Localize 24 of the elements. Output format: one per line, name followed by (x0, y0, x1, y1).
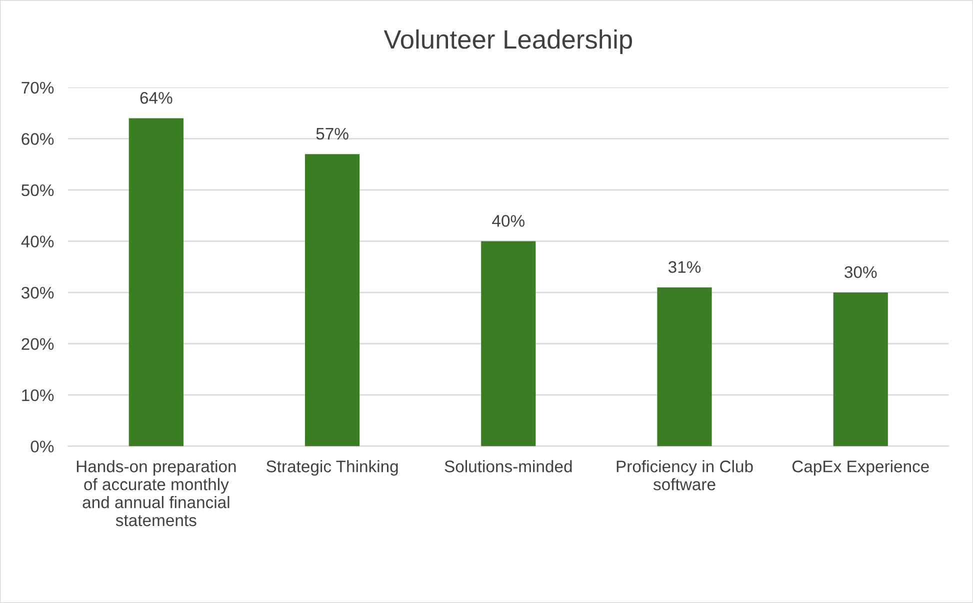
x-tick-label: CapEx Experience (792, 460, 929, 476)
x-tick-label: Proficiency in Club software (616, 460, 753, 490)
bar (481, 241, 536, 446)
y-tick-label: 0% (30, 440, 54, 452)
x-tick-label: Strategic Thinking (266, 460, 398, 476)
y-tick-label: 30% (22, 286, 54, 299)
data-label: 57% (316, 128, 348, 140)
x-tick-label: Solutions-minded (444, 460, 572, 472)
data-label: 40% (492, 214, 524, 227)
y-tick-label: 20% (22, 338, 54, 350)
data-label: 30% (844, 266, 877, 278)
y-tick-label: 60% (22, 133, 54, 145)
data-label: 64% (140, 92, 172, 104)
y-tick-label: 50% (22, 184, 54, 196)
x-tick-label: Hands-on preparation of accurate monthly and annual financial statements (76, 460, 236, 526)
bar (304, 154, 360, 446)
bar (833, 292, 888, 446)
chart-title: Volunteer Leadership (384, 29, 632, 54)
bar (657, 287, 712, 446)
y-tick-label: 10% (22, 389, 54, 402)
y-tick-label: 70% (22, 82, 54, 94)
data-label: 31% (668, 261, 701, 273)
y-tick-label: 40% (21, 236, 54, 248)
bar (128, 118, 184, 446)
